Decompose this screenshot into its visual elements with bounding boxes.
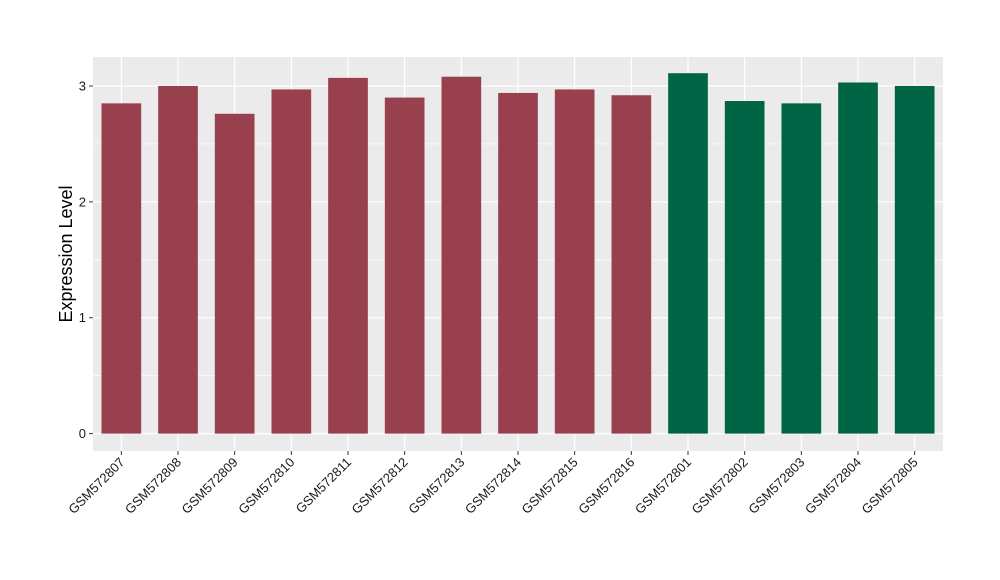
- bar-GSM572816: [611, 95, 652, 434]
- x-tick-label: GSM572809: [179, 455, 241, 517]
- bar-GSM572813: [441, 76, 482, 434]
- x-tick-label: GSM572814: [462, 455, 524, 517]
- y-tick-label: 0: [79, 426, 86, 441]
- x-tick-label: GSM572804: [802, 455, 864, 517]
- bar-GSM572812: [384, 97, 425, 434]
- y-axis-title: Expression Level: [56, 185, 76, 322]
- x-tick-label: GSM572816: [575, 455, 637, 517]
- x-tick-label: GSM572810: [235, 455, 297, 517]
- bar-GSM572809: [214, 113, 255, 434]
- y-tick-label: 3: [79, 78, 86, 93]
- x-tick-label: GSM572811: [293, 455, 355, 517]
- bar-GSM572804: [838, 82, 878, 434]
- x-tick-label: GSM572807: [65, 455, 127, 517]
- bar-GSM572801: [668, 73, 708, 434]
- x-axis: GSM572807GSM572808GSM572809GSM572810GSM5…: [65, 451, 921, 517]
- x-tick-label: GSM572808: [122, 455, 184, 517]
- bar-GSM572802: [724, 101, 765, 434]
- bar-GSM572814: [498, 92, 538, 434]
- y-axis: 0 1 2 3: [79, 78, 93, 441]
- bar-GSM572803: [781, 103, 822, 434]
- bar-GSM572808: [158, 85, 198, 434]
- x-tick-label: GSM572801: [632, 455, 694, 517]
- bar-GSM572810: [271, 89, 312, 434]
- bar-GSM572815: [554, 89, 595, 434]
- x-tick-label: GSM572803: [745, 455, 807, 517]
- bar-GSM572805: [894, 85, 935, 434]
- x-tick-label: GSM572813: [405, 455, 467, 517]
- x-tick-label: GSM572805: [859, 455, 921, 517]
- x-tick-label: GSM572815: [519, 455, 581, 517]
- y-tick-label: 1: [79, 310, 86, 325]
- x-tick-label: GSM572812: [349, 455, 411, 517]
- bars: [101, 73, 935, 434]
- bar-GSM572811: [328, 77, 368, 434]
- x-tick-label: GSM572802: [689, 455, 751, 517]
- bar-GSM572807: [101, 103, 142, 434]
- y-tick-label: 2: [79, 194, 86, 209]
